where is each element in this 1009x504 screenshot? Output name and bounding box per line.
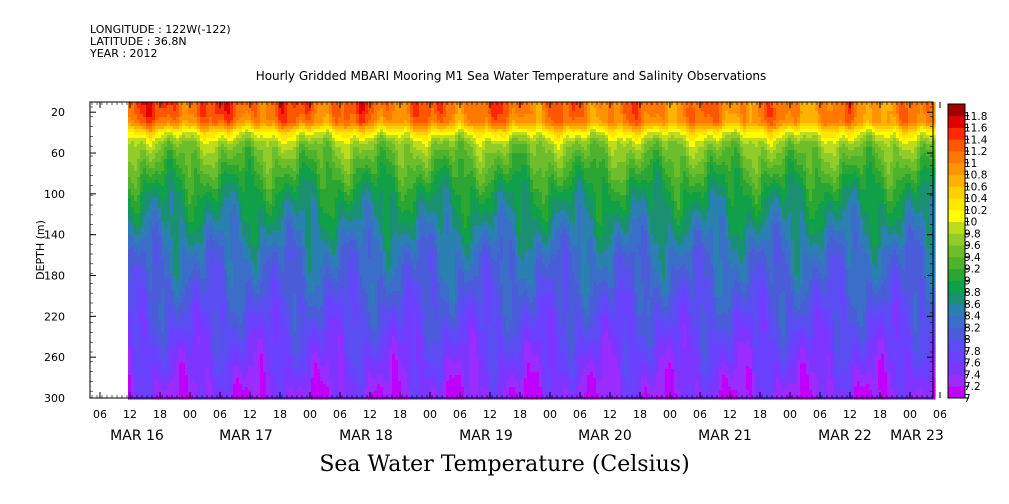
x-hour-tick-label: 12 <box>723 408 737 421</box>
colorbar-swatch <box>948 339 965 351</box>
x-hour-tick-label: 00 <box>183 408 197 421</box>
x-hour-tick-label: 18 <box>153 408 167 421</box>
colorbar-label: 7.6 <box>964 358 981 370</box>
colorbar-label: 10.4 <box>964 193 988 205</box>
y-tick-label: 300 <box>44 392 65 405</box>
colorbar-swatch <box>948 292 965 304</box>
x-date-label: MAR 20 <box>578 428 632 444</box>
colorbar-label: 9.6 <box>964 240 981 252</box>
x-hour-tick-label: 06 <box>453 408 467 421</box>
x-hour-tick-label: 06 <box>813 408 827 421</box>
colorbar-swatch <box>948 116 965 128</box>
x-hour-tick-label: 12 <box>363 408 377 421</box>
x-hour-tick-label: 06 <box>333 408 347 421</box>
colorbar-swatch <box>948 269 965 281</box>
x-date-label: MAR 21 <box>698 428 752 444</box>
colorbar-label: 7.8 <box>964 346 981 358</box>
x-hour-tick-label: 00 <box>543 408 557 421</box>
y-tick-label: 260 <box>44 351 65 364</box>
colorbar-label: 11 <box>964 158 977 170</box>
x-hour-tick-label: 06 <box>573 408 587 421</box>
colorbar-label: 9.8 <box>964 228 981 240</box>
colorbar-label: 10.8 <box>964 170 987 182</box>
colorbar-swatch <box>948 245 965 257</box>
colorbar-swatch <box>948 175 965 187</box>
x-hour-tick-label: 18 <box>273 408 287 421</box>
y-tick-label: 100 <box>44 188 65 201</box>
colorbar-swatch <box>948 257 965 269</box>
colorbar-label: 11.6 <box>964 123 988 135</box>
colorbar-swatch <box>948 128 965 140</box>
colorbar-swatch <box>948 104 965 116</box>
x-hour-tick-label: 18 <box>753 408 767 421</box>
x-date-label: MAR 18 <box>339 428 393 444</box>
y-tick-label: 140 <box>44 229 65 242</box>
x-hour-tick-label: 00 <box>783 408 797 421</box>
x-hour-tick-label: 12 <box>603 408 617 421</box>
colorbar-label: 8.4 <box>964 311 981 323</box>
colorbar-label: 9 <box>964 275 971 287</box>
x-hour-tick-label: 18 <box>873 408 887 421</box>
x-date-label: MAR 23 <box>890 428 944 444</box>
x-hour-tick-label: 06 <box>93 408 107 421</box>
x-hour-tick-label: 06 <box>933 408 947 421</box>
colorbar-label: 8.6 <box>964 299 981 311</box>
colorbar-swatch <box>948 386 965 398</box>
chart-title: Hourly Gridded MBARI Mooring M1 Sea Wate… <box>256 69 767 83</box>
colorbar-swatch <box>948 186 965 198</box>
colorbar-swatch <box>948 210 965 222</box>
colorbar-label: 10 <box>964 217 977 229</box>
colorbar-swatch <box>948 151 965 163</box>
x-hour-tick-label: 06 <box>693 408 707 421</box>
x-date-label: MAR 22 <box>818 428 872 444</box>
colorbar-swatch <box>948 374 965 386</box>
colorbar-label: 10.6 <box>964 181 988 193</box>
colorbar-swatch <box>948 233 965 245</box>
colorbar-swatch <box>948 351 965 363</box>
colorbar-label: 11.4 <box>964 134 988 146</box>
x-hour-tick-label: 18 <box>393 408 407 421</box>
colorbar-swatch <box>948 163 965 175</box>
colorbar-label: 8.2 <box>964 322 981 334</box>
x-hour-tick-label: 18 <box>513 408 527 421</box>
x-hour-tick-label: 12 <box>123 408 137 421</box>
colorbar-swatch <box>948 316 965 328</box>
x-hour-tick-label: 12 <box>483 408 497 421</box>
colorbar-swatch <box>948 280 965 292</box>
y-tick-label: 180 <box>44 270 65 283</box>
colorbar-swatch <box>948 139 965 151</box>
colorbar-label: 9.4 <box>964 252 981 264</box>
colorbar-label: 7.2 <box>964 381 981 393</box>
x-hour-tick-label: 12 <box>843 408 857 421</box>
colorbar-label: 9.2 <box>964 264 981 276</box>
y-tick-label: 20 <box>51 106 65 119</box>
x-date-label: MAR 17 <box>219 428 273 444</box>
colorbar-label: 7.4 <box>964 369 981 381</box>
colorbar-label: 11.2 <box>964 146 987 158</box>
x-hour-tick-label: 18 <box>633 408 647 421</box>
colorbar-swatch <box>948 222 965 234</box>
x-axis-title: Sea Water Temperature (Celsius) <box>0 452 1009 477</box>
colorbar-swatch <box>948 327 965 339</box>
colorbar-swatch <box>948 363 965 375</box>
x-hour-tick-label: 00 <box>663 408 677 421</box>
y-tick-label: 60 <box>51 147 65 160</box>
colorbar-label: 11.8 <box>964 111 987 123</box>
colorbar-swatch <box>948 198 965 210</box>
colorbar-label: 8 <box>964 334 971 346</box>
x-hour-tick-label: 00 <box>423 408 437 421</box>
x-hour-tick-label: 00 <box>903 408 917 421</box>
colorbar-swatch <box>948 304 965 316</box>
x-date-label: MAR 16 <box>110 428 164 444</box>
colorbar-label: 8.8 <box>964 287 981 299</box>
colorbar-label: 10.2 <box>964 205 987 217</box>
x-date-label: MAR 19 <box>459 428 513 444</box>
colorbar-label: 7 <box>964 393 971 405</box>
y-tick-label: 220 <box>44 310 65 323</box>
x-hour-tick-label: 06 <box>213 408 227 421</box>
x-hour-tick-label: 00 <box>303 408 317 421</box>
x-hour-tick-label: 12 <box>243 408 257 421</box>
